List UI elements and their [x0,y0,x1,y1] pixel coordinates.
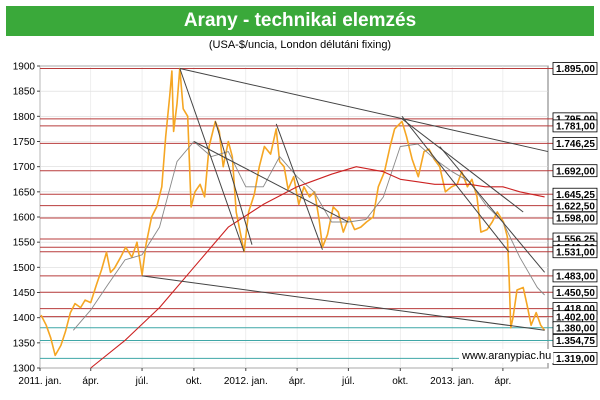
trendline [214,121,253,245]
moving-average-long-line [90,166,545,369]
grid [39,65,549,369]
trendline [275,123,323,250]
y-tick-label: 1450 [13,288,36,299]
price-level-box [552,334,598,347]
trendline [193,141,349,223]
price-level-box [552,119,598,133]
trendline [401,116,510,253]
price-level-label: 1.645,25 [556,190,595,201]
level-labels: 1.895,001.795,001.781,001.746,251.692,00… [548,62,598,365]
watermark-text: www.aranypiac.hu [461,350,551,362]
price-level-box [552,136,598,150]
y-tick-label: 1600 [13,213,36,224]
x-tick-label: ápr. [495,376,512,387]
price-level-label: 1.450,50 [556,288,595,299]
x-tick-label: 2011. jan. [18,376,61,387]
price-level-box [552,211,598,225]
price-level-label: 1.556,25 [556,235,595,246]
y-tick-label: 1900 [13,62,36,73]
x-tick-label: júl. [135,376,149,387]
price-level-label: 1.781,00 [556,121,595,132]
price-level-label: 1.402,00 [556,312,595,323]
chart-title: Arany - technikai elemzés [6,6,594,36]
price-levels [40,68,548,359]
y-tick-label: 1700 [13,162,36,173]
price-level-box [552,62,598,75]
price-level-label: 1.354,75 [556,336,595,347]
axes: 1300 1350 1400 1450 1500 1550 1600 1650 1700 1750… [13,62,511,388]
y-tick-label: 1850 [13,87,36,98]
x-tick-label: 2013. jan. [430,376,474,387]
trendline [179,68,549,153]
price-level-box [552,269,598,283]
price-level-box [552,285,598,299]
y-tick-label: 1550 [13,238,36,249]
x-tick-label: 2012. jan. [224,376,268,387]
trendline [401,118,524,213]
trendline [179,68,245,252]
price-level-label: 1.418,00 [556,304,595,315]
y-tick-label: 1800 [13,112,36,123]
trendline [439,146,546,273]
watermark-background [459,349,554,363]
x-tick-label: júl. [341,376,355,387]
price-level-label: 1.692,00 [556,166,595,177]
price-level-label: 1.622,50 [556,201,595,212]
x-tick-label: okt. [392,376,408,387]
price-level-label: 1.531,00 [556,247,595,258]
price-level-label: 1.380,00 [556,323,595,334]
price-level-box [552,245,598,259]
price-level-label: 1.746,25 [556,139,595,150]
y-tick-label: 1300 [13,364,36,375]
gold-price-line [40,67,546,357]
y-tick-label: 1650 [13,187,36,198]
price-level-label: 1.895,00 [556,64,595,75]
price-level-box [552,164,598,178]
chart-subtitle: (USA-$/uncia, London délutáni fixing) [208,39,392,51]
price-level-label: 1.319,00 [556,354,595,365]
price-level-box [552,321,598,335]
x-tick-label: ápr. [289,376,306,387]
y-tick-label: 1400 [13,313,36,324]
price-level-label: 1.483,00 [556,271,595,282]
y-tick-label: 1350 [13,338,36,349]
y-tick-label: 1750 [13,137,36,148]
x-tick-label: ápr. [82,376,99,387]
y-tick-label: 1500 [13,263,36,274]
trendlines [141,68,549,331]
price-level-label: 1.598,00 [556,214,595,225]
x-tick-label: okt. [186,376,202,387]
trendline [141,275,545,331]
